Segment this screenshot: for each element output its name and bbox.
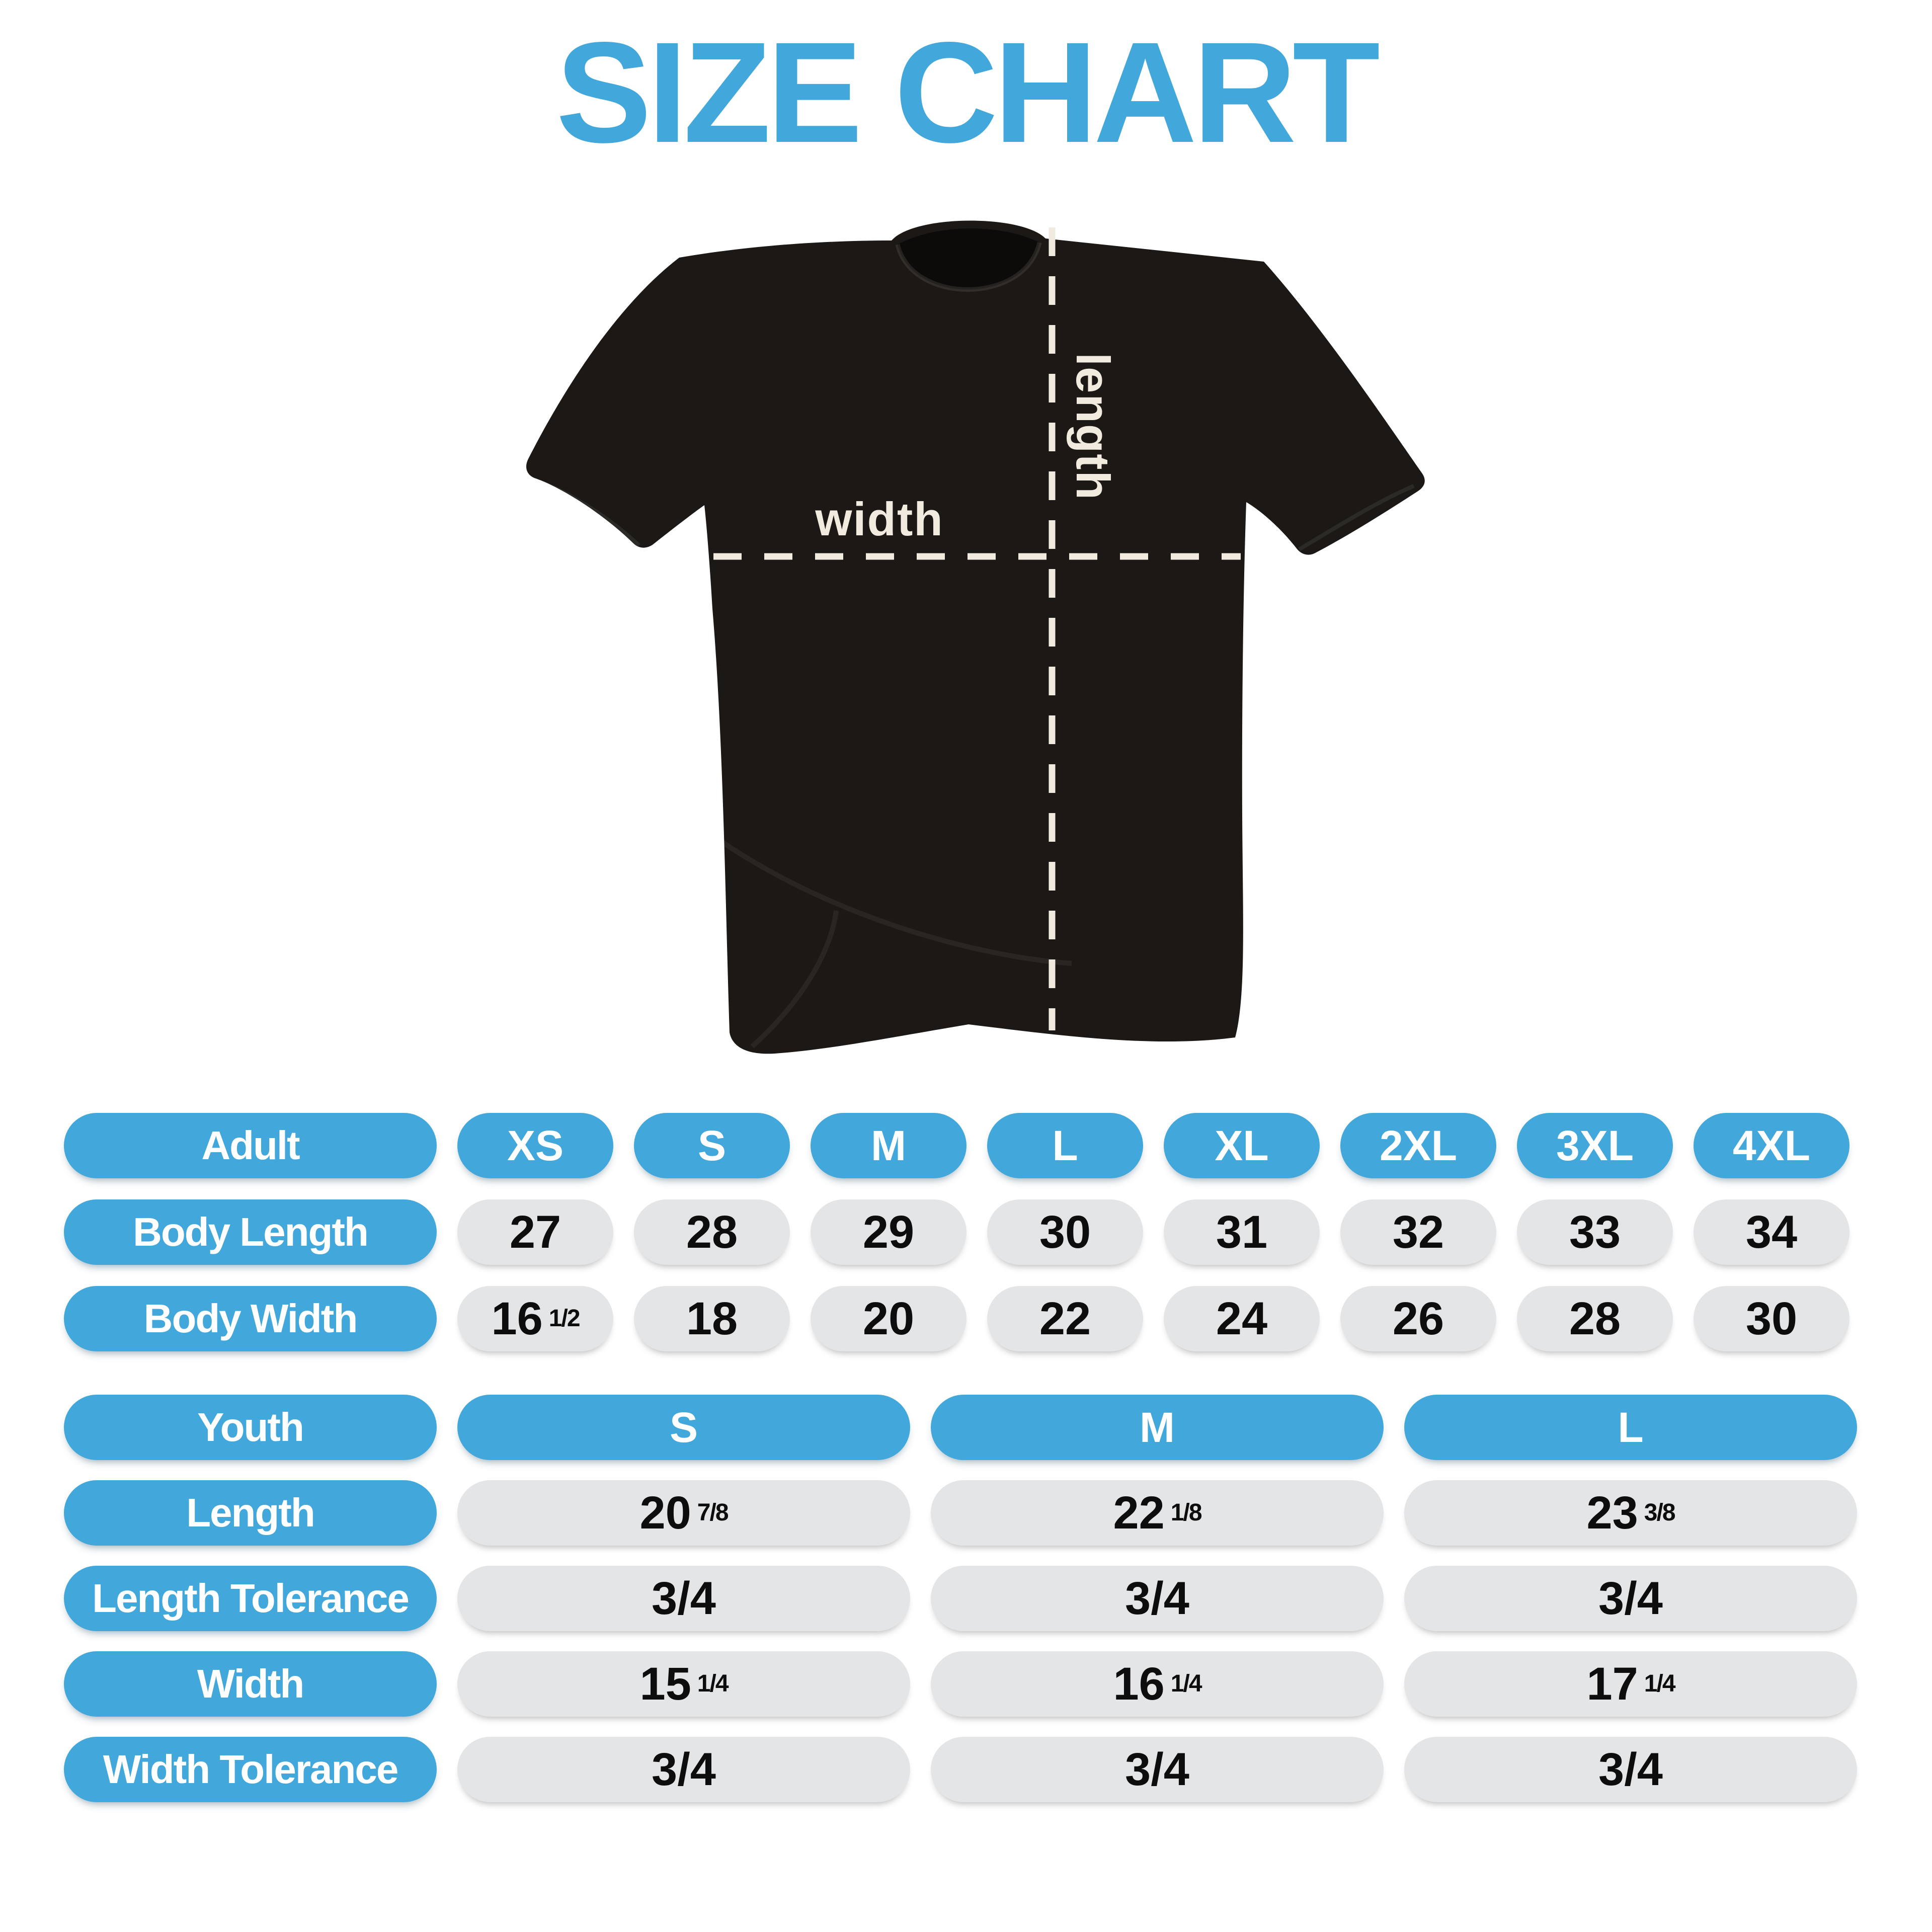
body-length-3xl: 33: [1517, 1199, 1673, 1265]
body-length-xs: 27: [457, 1199, 613, 1265]
body-length-4xl: 34: [1694, 1199, 1849, 1265]
youth-width-m: 16 1/4: [931, 1651, 1384, 1717]
youth-length-tolerance-row-label: Length Tolerance: [64, 1566, 437, 1631]
youth-size-m: M: [931, 1395, 1384, 1460]
adult-size-4xl: 4XL: [1694, 1113, 1849, 1178]
youth-length-row-label: Length: [64, 1480, 437, 1546]
youth-width-tolerance-row-label: Width Tolerance: [64, 1737, 437, 1802]
width-label: width: [815, 493, 943, 545]
body-width-3xl: 28: [1517, 1286, 1673, 1351]
body-width-l: 22: [987, 1286, 1143, 1351]
adult-size-3xl: 3XL: [1517, 1113, 1673, 1178]
body-width-s: 18: [634, 1286, 790, 1351]
youth-size-s: S: [457, 1395, 910, 1460]
right-sleeve-seam: [1298, 484, 1415, 551]
youth-width-s: 15 1/4: [457, 1651, 910, 1717]
body-length-xl: 31: [1164, 1199, 1320, 1265]
youth-length-tolerance-m: 3/4: [931, 1566, 1384, 1631]
youth-length-s: 20 7/8: [457, 1480, 910, 1546]
adult-size-2xl: 2XL: [1340, 1113, 1496, 1178]
adult-size-m: M: [811, 1113, 967, 1178]
youth-size-l: L: [1404, 1395, 1857, 1460]
tshirt-diagram: width length: [478, 196, 1459, 1107]
body-width-m: 20: [811, 1286, 967, 1351]
youth-width-tolerance-s: 3/4: [457, 1737, 910, 1802]
body-width-xl: 24: [1164, 1286, 1320, 1351]
body-length-m: 29: [811, 1199, 967, 1265]
youth-length-tolerance-s: 3/4: [457, 1566, 910, 1631]
body-length-l: 30: [987, 1199, 1143, 1265]
length-label: length: [1067, 353, 1119, 501]
adult-size-s: S: [634, 1113, 790, 1178]
body-width-4xl: 30: [1694, 1286, 1849, 1351]
left-sleeve-seam: [535, 479, 640, 547]
youth-width-tolerance-l: 3/4: [1404, 1737, 1857, 1802]
youth-header-label: Youth: [64, 1395, 437, 1460]
body-width-row-label: Body Width: [64, 1286, 437, 1351]
adult-size-l: L: [987, 1113, 1143, 1178]
body-width-2xl: 26: [1340, 1286, 1496, 1351]
collar-rim: [895, 242, 1042, 292]
body-length-row-label: Body Length: [64, 1199, 437, 1265]
youth-length-tolerance-l: 3/4: [1404, 1566, 1857, 1631]
adult-size-table: Adult XS S M L XL 2XL 3XL 4XL Body Lengt…: [64, 1113, 1849, 1351]
body-crease: [718, 838, 1072, 966]
body-width-xs: 16 1/2: [457, 1286, 613, 1351]
youth-width-l: 17 1/4: [1404, 1651, 1857, 1717]
page-title: SIZE CHART: [556, 13, 1380, 173]
youth-width-row-label: Width: [64, 1651, 437, 1717]
body-length-s: 28: [634, 1199, 790, 1265]
hem-fold-crease: [750, 910, 839, 1049]
adult-size-xl: XL: [1164, 1113, 1320, 1178]
tshirt-silhouette: [526, 220, 1425, 1054]
body-length-2xl: 32: [1340, 1199, 1496, 1265]
neck-opening: [898, 228, 1039, 290]
tshirt-diagram-svg: width length: [526, 220, 1425, 1054]
youth-width-tolerance-m: 3/4: [931, 1737, 1384, 1802]
adult-size-xs: XS: [457, 1113, 613, 1178]
youth-length-m: 22 1/8: [931, 1480, 1384, 1546]
youth-size-table: Youth S M L Length 20 7/8 22 1/8 23 3/8 Len…: [64, 1395, 1857, 1802]
youth-length-l: 23 3/8: [1404, 1480, 1857, 1546]
adult-header-label: Adult: [64, 1113, 437, 1178]
